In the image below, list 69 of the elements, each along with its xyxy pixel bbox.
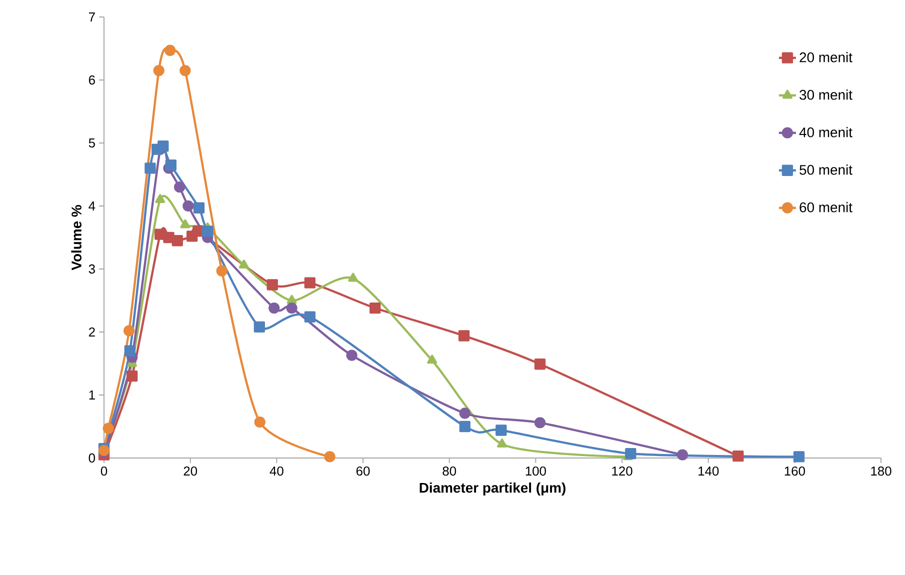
legend-label: 50 menit xyxy=(800,164,852,175)
point xyxy=(534,417,546,428)
point xyxy=(216,265,228,276)
point xyxy=(180,219,190,228)
y-tick-label: 5 xyxy=(88,138,95,148)
point xyxy=(534,358,546,370)
point xyxy=(304,311,316,322)
x-tick-label: 180 xyxy=(871,466,892,476)
y-tick-label: 3 xyxy=(88,264,95,274)
point xyxy=(153,64,164,76)
point xyxy=(164,44,176,56)
point xyxy=(268,302,280,314)
point xyxy=(254,416,266,428)
x-tick-label: 120 xyxy=(612,466,632,476)
point xyxy=(459,408,470,419)
point xyxy=(286,294,297,304)
point xyxy=(304,277,316,288)
point xyxy=(123,325,135,336)
point xyxy=(126,370,138,382)
x-axis-title: Diameter partikel (μm) xyxy=(420,482,566,496)
y-tick-label: 0 xyxy=(88,453,96,463)
point xyxy=(324,451,336,462)
point xyxy=(676,449,688,460)
x-tick-label: 140 xyxy=(698,466,719,476)
y-axis-title: Volume % xyxy=(71,205,82,270)
point xyxy=(155,194,166,204)
point xyxy=(158,140,169,152)
point xyxy=(238,260,249,269)
point xyxy=(165,159,176,171)
y-tick-label: 1 xyxy=(89,390,95,400)
y-tick-label: 2 xyxy=(88,327,95,337)
point xyxy=(459,420,470,432)
point xyxy=(346,350,358,361)
point xyxy=(193,202,205,214)
point xyxy=(180,64,191,76)
x-tick-label: 0 xyxy=(100,466,108,476)
point xyxy=(172,235,183,246)
point xyxy=(254,321,265,333)
x-tick-label: 20 xyxy=(184,466,198,476)
legend-label: 20 menit xyxy=(800,52,852,62)
point xyxy=(458,330,470,342)
legend-label: 40 menit xyxy=(799,127,852,138)
point xyxy=(348,272,358,282)
x-tick-label: 100 xyxy=(526,466,546,476)
point xyxy=(192,226,204,237)
point xyxy=(427,354,438,364)
point xyxy=(266,279,278,290)
legend-label: 60 menit xyxy=(800,202,852,212)
y-tick-label: 4 xyxy=(88,202,96,210)
point xyxy=(102,422,114,434)
point xyxy=(286,302,298,314)
x-tick-label: 80 xyxy=(442,466,456,476)
y-tick-label: 7 xyxy=(88,12,95,22)
point xyxy=(174,182,186,193)
x-tick-label: 60 xyxy=(356,466,370,476)
point xyxy=(496,424,507,436)
point xyxy=(732,450,744,462)
point xyxy=(124,345,136,356)
x-tick-label: 40 xyxy=(270,466,284,476)
point xyxy=(497,438,507,448)
point xyxy=(793,451,805,462)
y-tick-label: 6 xyxy=(88,75,95,85)
point xyxy=(370,302,381,314)
legend-label: 30 menit xyxy=(800,90,852,100)
x-tick-label: 160 xyxy=(784,466,805,476)
point xyxy=(625,448,636,460)
point xyxy=(202,226,214,237)
point xyxy=(144,162,156,174)
point xyxy=(182,200,194,212)
